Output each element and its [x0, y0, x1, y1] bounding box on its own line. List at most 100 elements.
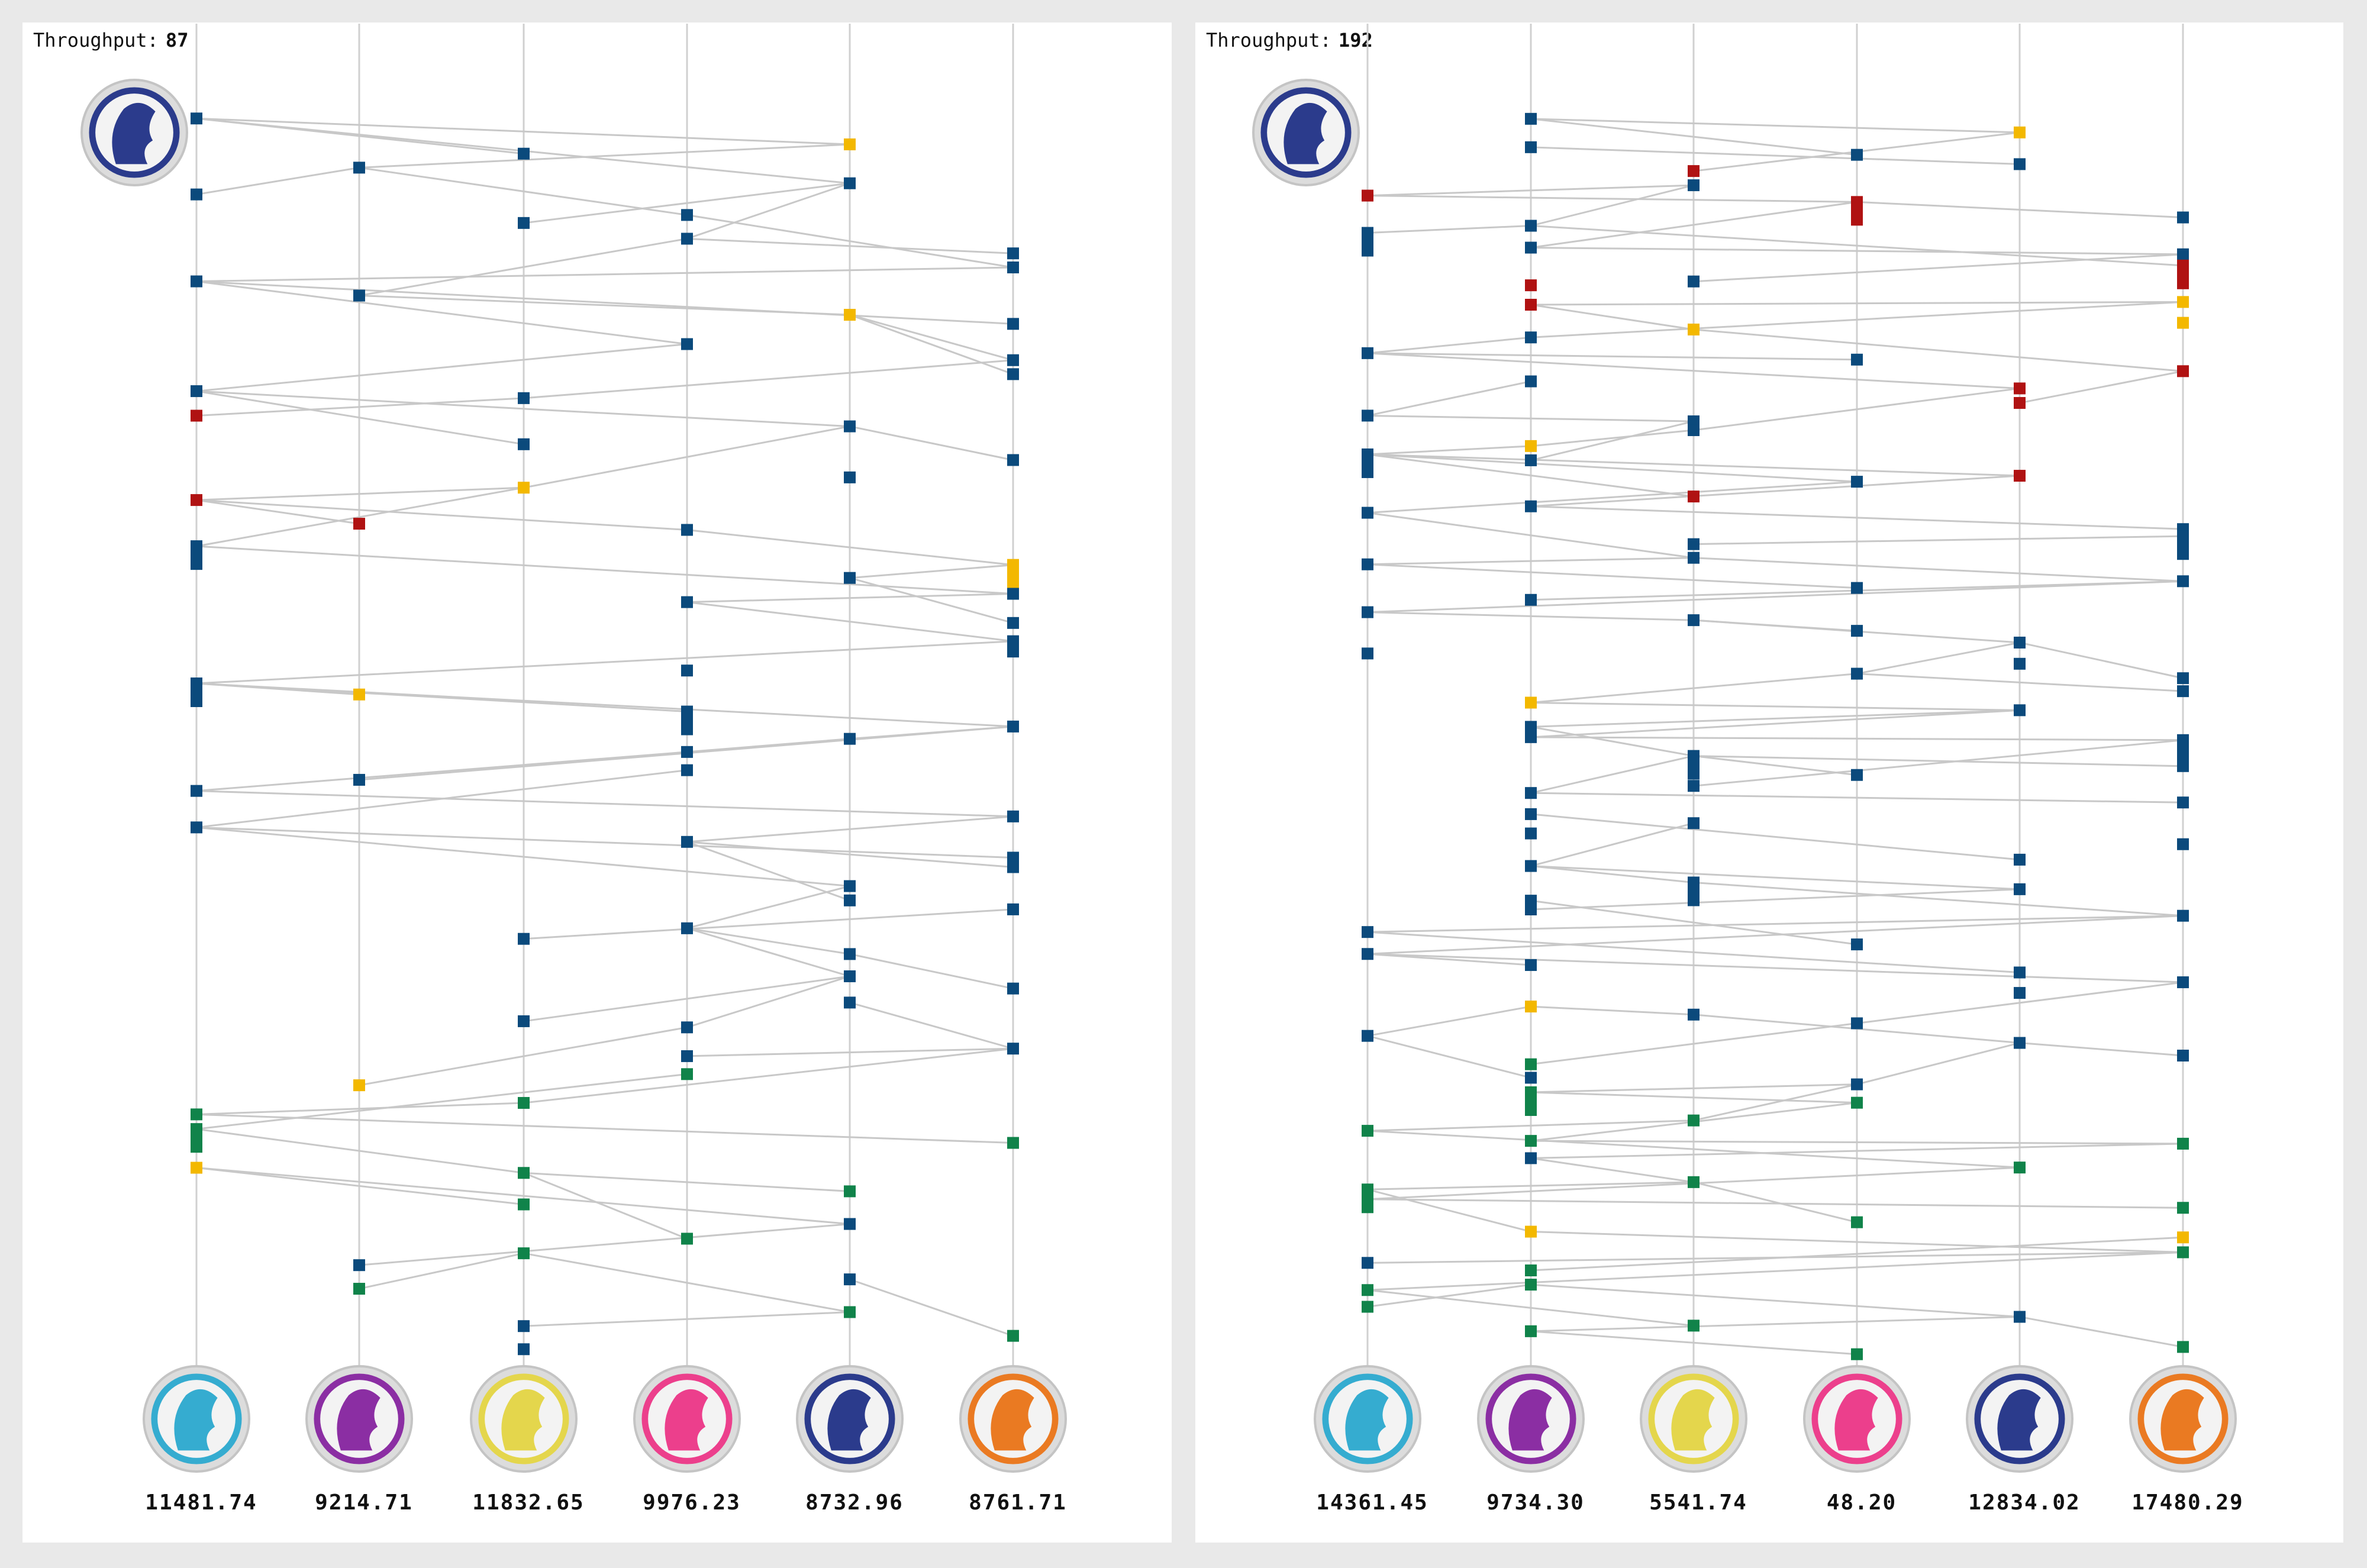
message: [196, 166, 360, 196]
message: [523, 1252, 850, 1313]
event: [1007, 861, 1019, 873]
event: [2014, 1311, 2026, 1323]
message: [1693, 535, 2184, 546]
event: [518, 1198, 530, 1211]
event: [1362, 448, 1373, 478]
message: [196, 486, 524, 547]
event: [1362, 606, 1373, 618]
event: [1007, 588, 1019, 600]
message: [196, 751, 688, 792]
event: [1688, 551, 1700, 564]
message: [849, 1278, 1014, 1337]
event: [2177, 259, 2189, 289]
event: [1007, 1137, 1019, 1149]
message: [1367, 931, 2020, 974]
event: [1851, 582, 1863, 594]
event: [1362, 647, 1373, 660]
message: [1367, 195, 1858, 203]
message: [1367, 453, 2020, 477]
event: [1525, 375, 1537, 388]
event: [681, 524, 693, 536]
message: [1367, 225, 1531, 234]
sequence-panel: Throughput: 87 11481.74 9214.71 11832.65 9976…: [33, 24, 1067, 1515]
event: [2014, 1162, 2026, 1174]
node-value: 11832.65: [472, 1490, 584, 1515]
event: [1688, 1319, 1700, 1332]
event: [1851, 769, 1863, 781]
event: [1007, 368, 1019, 380]
event: [1525, 731, 1537, 743]
message: [1367, 380, 1531, 417]
message: [1367, 414, 1694, 422]
event: [1525, 279, 1537, 292]
event: [2014, 382, 2026, 395]
message: [1530, 888, 2020, 911]
message: [686, 1047, 1014, 1057]
event: [1362, 409, 1373, 422]
avatar-silhouette: [1508, 1389, 1552, 1451]
event: [353, 1283, 365, 1295]
message: [1530, 1083, 1858, 1093]
event: [191, 785, 202, 797]
event: [2177, 317, 2189, 329]
message-lines: [196, 117, 1014, 1337]
event: [1688, 780, 1700, 792]
event: [1851, 149, 1863, 161]
event: [2177, 838, 2189, 850]
message: [196, 266, 1014, 283]
event: [2177, 365, 2189, 378]
message: [1530, 709, 2020, 728]
event: [2014, 883, 2026, 895]
event: [1362, 1125, 1373, 1137]
message: [1530, 225, 2184, 267]
message: [1530, 1143, 2184, 1159]
event: [681, 1233, 693, 1245]
message: [196, 499, 360, 525]
message: [1530, 822, 1694, 867]
event: [353, 518, 365, 530]
event: [1525, 593, 1537, 606]
event: [191, 540, 202, 570]
message: [1856, 1042, 2020, 1086]
message: [196, 280, 688, 346]
event: [1007, 559, 1019, 589]
event: [1007, 354, 1019, 366]
message: [1530, 1316, 2020, 1333]
message: [1530, 1330, 1858, 1356]
message: [1367, 611, 1694, 621]
event: [1525, 827, 1537, 840]
message: [2019, 1316, 2184, 1348]
event: [518, 1320, 530, 1333]
event: [518, 1343, 530, 1356]
event: [1362, 948, 1373, 960]
event: [2177, 575, 2189, 588]
message: [686, 841, 850, 902]
event: [2014, 1037, 2026, 1049]
message: [1367, 453, 1694, 498]
message: [196, 1113, 1014, 1144]
event: [2177, 211, 2189, 224]
message: [196, 486, 524, 501]
event: [844, 138, 856, 151]
message: [1530, 118, 1858, 156]
message: [1367, 953, 1531, 966]
message: [686, 885, 850, 930]
message: [686, 815, 1014, 843]
message: [196, 1128, 524, 1174]
event: [1525, 241, 1537, 254]
message: [359, 166, 688, 216]
message: [196, 826, 1014, 859]
event: [2014, 657, 2026, 670]
event: [518, 217, 530, 229]
message: [2019, 641, 2184, 679]
message: [196, 769, 688, 828]
node-value: 14361.45: [1316, 1490, 1428, 1515]
message: [1367, 915, 2184, 955]
event: [2014, 396, 2026, 409]
event: [191, 188, 202, 201]
message: [359, 1026, 688, 1086]
event: [353, 162, 365, 174]
event: [1525, 787, 1537, 799]
message: [1530, 1005, 1694, 1016]
message: [1530, 304, 1694, 331]
